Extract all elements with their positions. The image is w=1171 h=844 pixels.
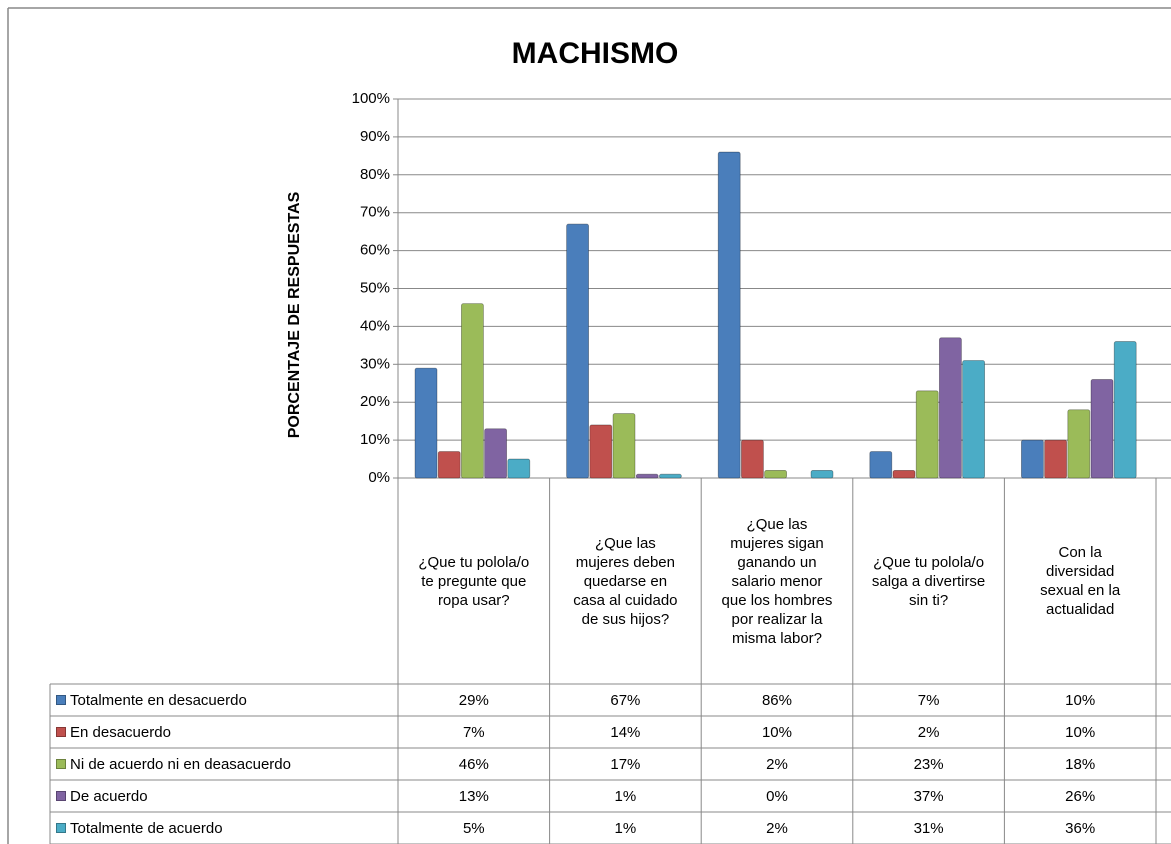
data-label: 2%: [766, 755, 788, 773]
bar: [1044, 439, 1067, 479]
y-tick-label: 80%: [360, 166, 390, 183]
category-label: Con la diversidad sexual en la actualida…: [1040, 544, 1121, 618]
data-label: 17%: [610, 755, 641, 773]
bar: [869, 451, 893, 479]
bar: [612, 413, 636, 479]
bar: [892, 470, 916, 479]
data-label: 10%: [1065, 691, 1096, 709]
legend-text: De acuerdo: [70, 787, 148, 805]
bar: [460, 303, 484, 479]
y-tick-label: 0%: [368, 469, 390, 486]
bar: [717, 151, 741, 479]
bar: [414, 367, 438, 479]
legend-swatch: [56, 823, 66, 833]
bar: [1067, 409, 1091, 479]
legend-entry: Totalmente en desacuerdo: [50, 684, 398, 716]
bar: [1021, 439, 1044, 479]
legend-swatch: [56, 791, 66, 801]
y-axis-label: PORCENTAJE DE RESPUESTAS: [286, 191, 303, 438]
bar: [659, 473, 682, 479]
data-label: 0%: [766, 787, 788, 805]
data-label: 67%: [610, 691, 641, 709]
category-label: ¿Que las mujeres sigan ganando un salari…: [721, 515, 833, 647]
bar: [962, 360, 985, 479]
legend-text: Ni de acuerdo ni en deasacuerdo: [70, 755, 291, 773]
legend-swatch: [56, 759, 66, 769]
y-tick-label: 30%: [360, 355, 390, 372]
data-label: 36%: [1065, 819, 1096, 837]
data-label: 37%: [913, 787, 944, 805]
bar: [915, 390, 939, 479]
data-label: 18%: [1065, 755, 1096, 773]
bar: [437, 451, 461, 479]
data-label: 7%: [462, 723, 485, 741]
bar: [810, 470, 834, 479]
legend-entry: De acuerdo: [50, 780, 398, 812]
data-label: 29%: [458, 691, 489, 709]
legend-text: En desacuerdo: [70, 723, 171, 741]
legend-swatch: [56, 695, 66, 705]
data-label: 10%: [1065, 723, 1096, 741]
data-label: 31%: [913, 819, 944, 837]
bar: [764, 470, 787, 479]
y-tick-label: 10%: [360, 431, 390, 448]
bar: [484, 428, 508, 479]
y-tick-label: 50%: [360, 279, 390, 296]
bar: [741, 439, 764, 479]
y-tick-label: 60%: [360, 242, 390, 259]
data-label: 2%: [766, 819, 788, 837]
data-label: 86%: [761, 691, 792, 709]
bar: [1113, 341, 1137, 479]
data-label: 10%: [761, 723, 792, 741]
data-label: 14%: [610, 723, 641, 741]
bar: [589, 424, 613, 479]
bar: [939, 337, 962, 479]
data-label: 46%: [458, 755, 489, 773]
chart-title: MACHISMO: [512, 37, 679, 70]
data-label: 13%: [458, 787, 489, 805]
data-label: 1%: [614, 787, 637, 805]
legend-swatch: [56, 727, 66, 737]
y-tick-label: 70%: [360, 204, 390, 221]
data-label: 26%: [1065, 787, 1096, 805]
bar: [1090, 379, 1114, 479]
bar: [507, 458, 531, 479]
data-label: 5%: [462, 819, 485, 837]
category-label: ¿Que tu polola/o salga a divertirse sin …: [871, 553, 986, 609]
legend-text: Totalmente de acuerdo: [70, 819, 223, 837]
legend-entry: Ni de acuerdo ni en deasacuerdo: [50, 748, 398, 780]
legend-entry: Totalmente de acuerdo: [50, 812, 398, 844]
bar: [635, 473, 659, 479]
legend-text: Totalmente en desacuerdo: [70, 691, 247, 709]
y-tick-label: 90%: [360, 128, 390, 145]
category-label: ¿Que las mujeres deben quedarse en casa …: [573, 534, 678, 628]
legend-entry: En desacuerdo: [50, 716, 398, 748]
data-label: 1%: [614, 819, 637, 837]
category-label: ¿Que tu polola/o te pregunte que ropa us…: [418, 553, 530, 609]
data-label: 2%: [917, 723, 940, 741]
bar: [566, 223, 589, 479]
data-label: 7%: [917, 691, 940, 709]
data-label: 23%: [913, 755, 944, 773]
y-tick-label: 20%: [360, 393, 390, 410]
y-tick-label: 100%: [352, 90, 390, 107]
y-tick-label: 40%: [360, 317, 390, 334]
